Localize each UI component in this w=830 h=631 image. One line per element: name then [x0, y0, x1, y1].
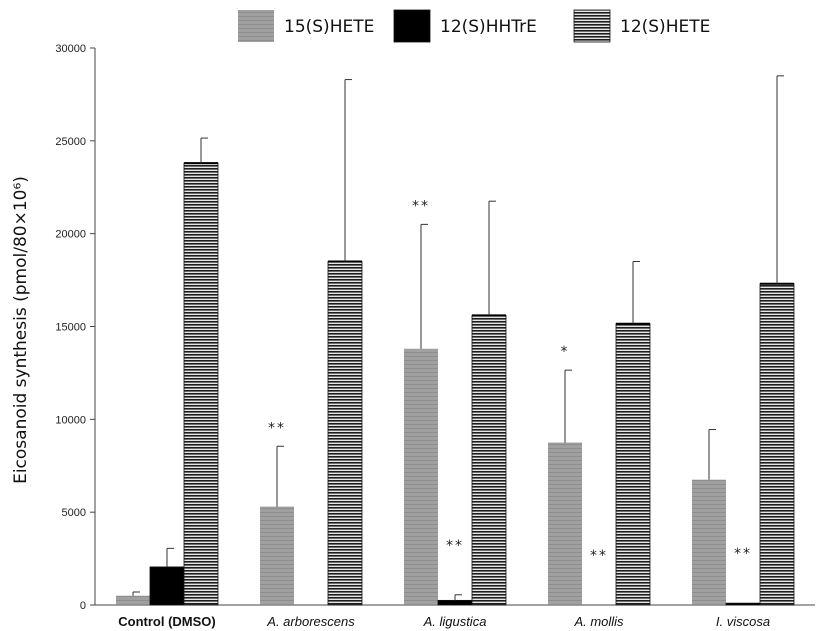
- y-tick-label: 10000: [55, 414, 86, 426]
- y-tick-label: 15000: [55, 322, 86, 334]
- y-tick-label: 20000: [55, 229, 86, 241]
- bar-12-s-hhtre: [725, 602, 761, 606]
- y-tick-label: 25000: [55, 136, 86, 148]
- y-tick-label: 0: [80, 600, 86, 612]
- bar-15-s-hete: [260, 506, 294, 605]
- x-category-label: A. ligustica: [423, 614, 487, 629]
- bar-12-s-hete: [327, 261, 363, 606]
- bar-15-s-hete: [404, 348, 438, 605]
- bar-12-s-hete: [183, 162, 219, 606]
- x-axis: Control (DMSO) A. arborescens A. ligustica…: [95, 604, 815, 629]
- bar-15-s-hete: [548, 442, 582, 605]
- significance-marker: **: [446, 538, 464, 554]
- legend-label: 12(S)HETE: [620, 17, 710, 37]
- legend-label: 15(S)HETE: [284, 17, 374, 37]
- bar-15-s-hete: [692, 479, 726, 605]
- significance-marker: **: [590, 548, 608, 564]
- significance-marker: **: [268, 420, 286, 436]
- bar-12-s-hete: [759, 283, 795, 606]
- bar-12-s-hete: [615, 323, 651, 606]
- bar-12-s-hhtre: [437, 599, 473, 606]
- bars-layer: [116, 162, 795, 606]
- x-category-label: I. viscosa: [716, 614, 770, 629]
- significance-marker: **: [734, 546, 752, 562]
- significance-marker: **: [412, 198, 430, 214]
- bar-12-s-hete: [471, 314, 507, 606]
- error-bars-layer: [132, 75, 784, 601]
- bar-12-s-hhtre: [149, 566, 185, 606]
- legend-label: 12(S)HHTrE: [440, 17, 537, 37]
- significance-marker: *: [561, 344, 570, 360]
- x-category-label: A. mollis: [573, 614, 624, 629]
- x-category-label: A. arborescens: [266, 614, 355, 629]
- y-tick-label: 5000: [62, 507, 86, 519]
- y-axis: 0 5000 10000 15000 20000 25000 30000: [55, 43, 96, 612]
- legend-swatch: [238, 10, 274, 42]
- legend-swatch: [393, 9, 431, 43]
- bar-15-s-hete: [116, 595, 150, 605]
- y-tick-label: 30000: [55, 43, 86, 55]
- legend-swatch: [573, 9, 611, 43]
- x-category-label: Control (DMSO): [118, 614, 215, 629]
- significance-layer: ********* **: [268, 198, 752, 564]
- y-axis-title: Eicosanoid synthesis (pmol/80×10⁶): [11, 176, 31, 484]
- legend: 15(S)HETE 12(S)HHTrE 12(S)HETE: [238, 9, 710, 43]
